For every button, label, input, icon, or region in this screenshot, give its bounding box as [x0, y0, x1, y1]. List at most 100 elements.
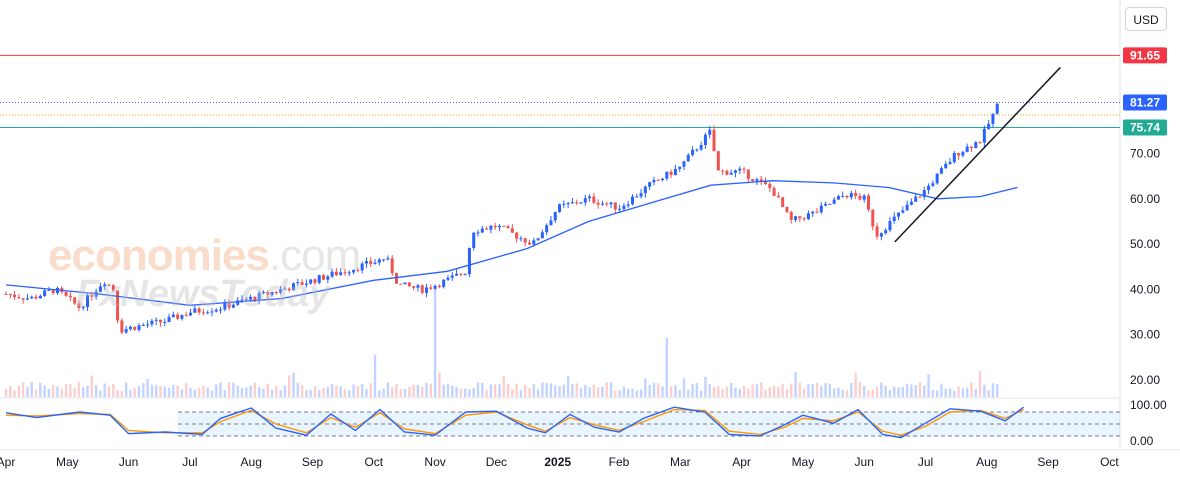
volume-bar — [210, 390, 214, 397]
volume-bar — [309, 389, 312, 397]
volume-bar — [747, 388, 750, 397]
volume-bar — [622, 386, 626, 397]
candle-body — [854, 193, 858, 197]
volume-bar — [639, 389, 643, 397]
candle-body — [21, 298, 25, 300]
candle-body — [339, 272, 343, 276]
candle-body — [167, 316, 171, 323]
volume-bar — [858, 382, 862, 397]
volume-bar — [880, 382, 883, 397]
candle-body — [171, 314, 175, 317]
candle-body — [253, 296, 257, 301]
candle-body — [579, 202, 583, 204]
volume-bar — [734, 387, 737, 397]
volume-bar — [481, 382, 484, 397]
currency-selector-button[interactable]: USD — [1125, 7, 1167, 31]
candle-body — [849, 193, 853, 198]
volume-bar — [159, 386, 162, 397]
candle-body — [455, 273, 459, 276]
candle-body — [948, 162, 952, 164]
volume-bar — [927, 374, 930, 397]
volume-bar — [850, 382, 853, 397]
candle-body — [128, 326, 132, 330]
volume-bar — [863, 385, 866, 397]
price-level-badge — [1123, 47, 1167, 64]
volume-bar — [30, 382, 33, 397]
candle-body — [828, 203, 832, 205]
volume-bar — [657, 383, 660, 397]
volume-bar — [584, 384, 587, 397]
candle-body — [892, 216, 896, 222]
volume-bar — [335, 385, 338, 397]
oscillator-tick-label: 100.00 — [1130, 398, 1167, 412]
volume-bar — [785, 389, 789, 397]
price-level-badge-label: 81.27 — [1130, 95, 1160, 109]
candle-body — [519, 238, 523, 240]
candle-body — [566, 203, 570, 205]
volume-bar — [948, 388, 952, 397]
volume-bar — [227, 382, 231, 397]
candle-body — [729, 172, 733, 175]
volume-bar — [240, 387, 244, 397]
candle-body — [648, 182, 652, 187]
candle-body — [4, 293, 8, 295]
candle-body — [150, 320, 154, 325]
volume-bar — [476, 382, 480, 397]
candle-body — [416, 285, 420, 288]
candle-body — [639, 193, 643, 197]
volume-bar — [446, 383, 450, 397]
candle-body — [287, 288, 291, 291]
candle-body — [626, 204, 630, 206]
volume-bar — [579, 388, 583, 397]
volume-bar — [811, 384, 814, 397]
candle-body — [931, 183, 935, 186]
candle-body — [965, 146, 969, 152]
volume-bar — [365, 388, 368, 397]
volume-bar — [133, 388, 136, 397]
price-level-badge-label: 75.74 — [1130, 120, 1160, 134]
volume-bar — [270, 389, 274, 397]
volume-bar — [506, 383, 510, 397]
volume-bar — [47, 388, 51, 397]
volume-bar — [189, 387, 192, 397]
candle-body — [879, 233, 883, 237]
candle-body — [746, 169, 750, 180]
candle-body — [776, 195, 780, 198]
candle-body — [433, 285, 437, 289]
volume-bar — [991, 383, 995, 397]
volume-bar — [43, 385, 46, 397]
volume-bar — [245, 387, 248, 397]
volume-bar — [124, 382, 128, 397]
candle-body — [356, 269, 360, 271]
volume-bar — [704, 376, 707, 397]
volume-bar — [764, 389, 767, 397]
volume-bar — [515, 383, 518, 397]
candle-body — [407, 282, 411, 287]
volume-bar — [90, 375, 94, 397]
candle-body — [716, 151, 720, 171]
candle-body — [802, 218, 806, 220]
candle-body — [30, 296, 34, 299]
candle-body — [116, 290, 120, 321]
volume-bar — [871, 389, 874, 397]
volume-bar — [107, 386, 111, 397]
volume-bar — [262, 388, 265, 397]
volume-bar — [665, 337, 669, 397]
x-tick-label: May — [56, 455, 79, 469]
volume-bar — [970, 382, 973, 397]
volume-bar — [549, 383, 553, 397]
candle-body — [412, 286, 416, 288]
candle-body — [38, 295, 42, 299]
candle-body — [742, 168, 746, 170]
volume-bar — [571, 384, 574, 397]
volume-bar — [326, 386, 330, 397]
candle-body — [952, 153, 956, 163]
volume-bar — [652, 382, 656, 397]
volume-bar — [4, 388, 8, 397]
candle-body — [201, 312, 205, 314]
candle-body — [77, 303, 81, 308]
candle-body — [493, 225, 497, 228]
candle-body — [257, 293, 261, 301]
